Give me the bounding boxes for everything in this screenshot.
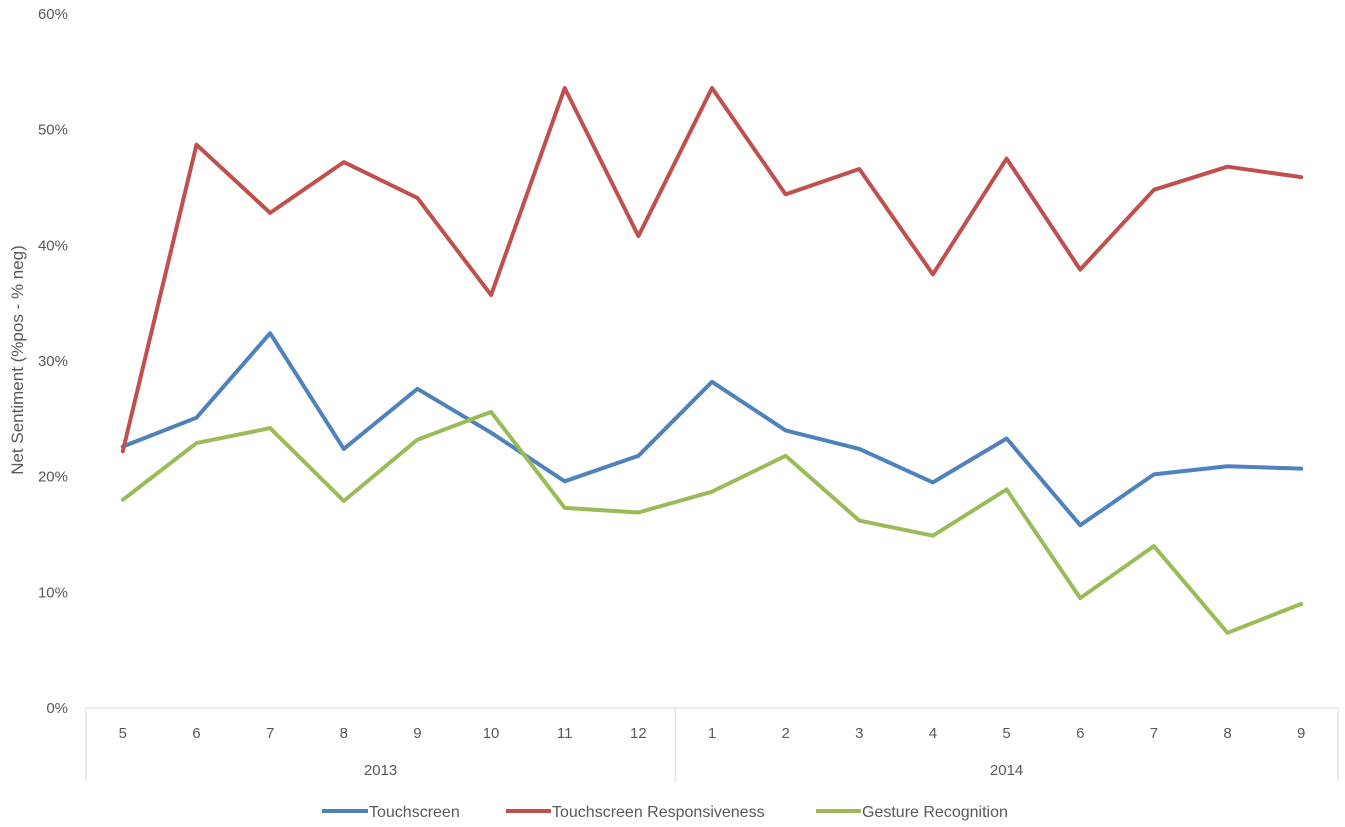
legend-label-touchscreen: Touchscreen [369, 804, 460, 821]
legend: Touchscreen Touchscreen Responsiveness Ges… [322, 804, 1008, 821]
x-tick-label: 9 [1297, 725, 1305, 742]
x-tick-label: 7 [1150, 725, 1158, 742]
y-tick-label: 20% [38, 469, 68, 486]
x-tick-label: 1 [708, 725, 716, 742]
x-tick-label: 6 [1076, 725, 1084, 742]
x-tick-label: 3 [855, 725, 863, 742]
y-axis: 0% 10% 20% 30% 40% 50% 60% [38, 6, 68, 717]
x-tick-label: 7 [266, 725, 274, 742]
x-tick-label: 8 [340, 725, 348, 742]
x-group-label: 2014 [990, 762, 1023, 779]
y-tick-label: 10% [38, 584, 68, 601]
y-tick-label: 0% [46, 700, 68, 717]
x-tick-label: 5 [119, 725, 127, 742]
x-tick-label: 5 [1002, 725, 1010, 742]
x-tick-label: 11 [557, 725, 573, 742]
y-axis-label: Net Sentiment (%pos - % neg) [8, 245, 27, 475]
x-tick-label: 10 [483, 725, 500, 742]
legend-label-touchscreen-responsiveness: Touchscreen Responsiveness [552, 804, 765, 821]
series-line-touchscreen-responsiveness [120, 86, 1304, 454]
x-tick-label: 4 [929, 725, 937, 742]
y-tick-label: 60% [38, 6, 68, 23]
y-tick-label: 50% [38, 122, 68, 139]
legend-label-gesture-recognition: Gesture Recognition [862, 804, 1008, 821]
x-tick-label: 9 [413, 725, 421, 742]
series-line-gesture-recognition [120, 409, 1304, 635]
x-tick-label: 6 [192, 725, 200, 742]
series-layer [120, 86, 1304, 635]
y-tick-label: 30% [38, 353, 68, 370]
x-tick-label: 2 [781, 725, 789, 742]
x-tick-label: 8 [1223, 725, 1231, 742]
y-tick-label: 40% [38, 237, 68, 254]
x-tick-label: 12 [630, 725, 647, 742]
series-line-touchscreen [120, 331, 1304, 528]
x-group-label: 2013 [364, 762, 397, 779]
